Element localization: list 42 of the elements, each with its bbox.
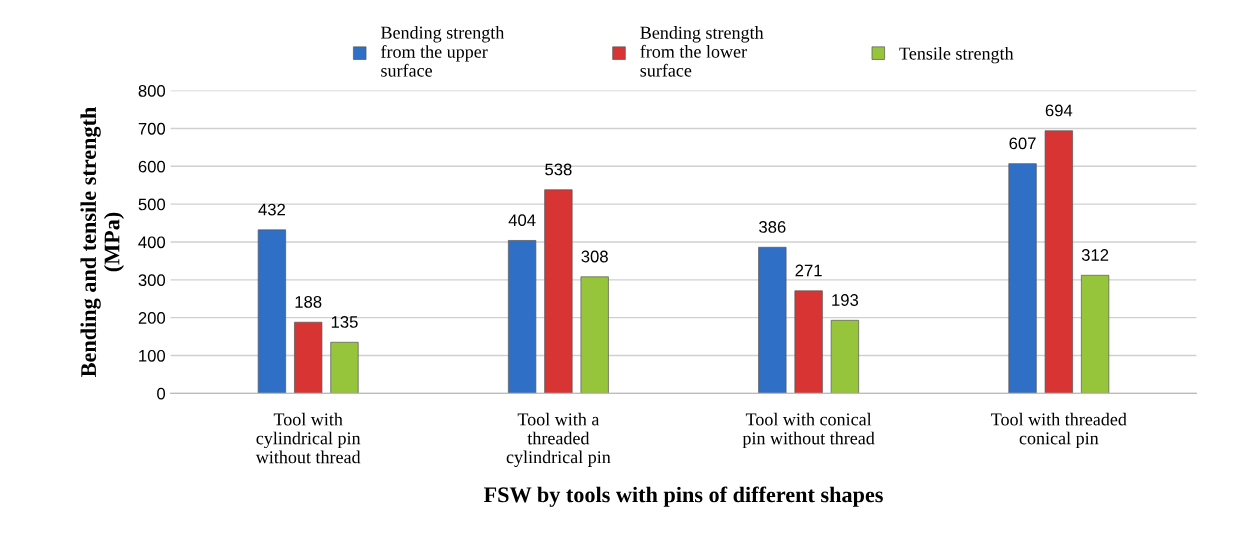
y-tick-label: 600 bbox=[138, 160, 166, 173]
data-label: 607 bbox=[1009, 137, 1036, 150]
bar bbox=[1044, 130, 1073, 394]
bar bbox=[830, 319, 860, 394]
data-label: 135 bbox=[331, 316, 358, 328]
data-label: 538 bbox=[545, 163, 572, 176]
data-label: 404 bbox=[508, 214, 536, 227]
y-axis-title: Bending and tensile strength (MPa) bbox=[80, 106, 125, 377]
y-tick-label: 500 bbox=[138, 198, 166, 211]
bar bbox=[1081, 274, 1110, 394]
x-tick-label: Tool with cylindrical pin without thread bbox=[255, 412, 361, 464]
bar bbox=[1008, 163, 1037, 394]
legend-label: Bending strength from the lower surface bbox=[640, 26, 764, 77]
legend-label: Tensile strength bbox=[899, 46, 1014, 64]
x-tick-label: Tool with a threaded cylindrical pin bbox=[506, 412, 611, 467]
y-tick-label: 700 bbox=[138, 122, 166, 135]
bar bbox=[758, 246, 787, 394]
y-tick-label: 300 bbox=[138, 274, 166, 287]
data-label: 386 bbox=[759, 221, 786, 233]
y-tick-label: 0 bbox=[157, 387, 166, 400]
data-label: 188 bbox=[295, 296, 322, 308]
x-tick-label: Tool with conical pin without thread bbox=[742, 412, 875, 449]
data-label: 694 bbox=[1045, 104, 1073, 117]
y-tick-label: 400 bbox=[138, 236, 166, 249]
bar bbox=[330, 341, 359, 394]
y-tick-label: 100 bbox=[139, 349, 166, 362]
x-tick-label: Tool with threaded conical pin bbox=[991, 412, 1127, 449]
x-axis-title: FSW by tools with pins of different shapes bbox=[483, 486, 883, 507]
y-tick-label: 800 bbox=[138, 85, 166, 97]
bar bbox=[794, 290, 823, 394]
data-label: 271 bbox=[795, 264, 822, 277]
bar bbox=[294, 321, 323, 394]
data-label: 432 bbox=[258, 203, 285, 216]
data-label: 312 bbox=[1081, 249, 1109, 261]
bar bbox=[257, 229, 287, 394]
legend-label: Bending strength from the upper surface bbox=[381, 26, 505, 77]
bar bbox=[544, 189, 573, 394]
y-tick-label: 200 bbox=[138, 312, 166, 324]
data-label: 193 bbox=[832, 294, 859, 306]
bar bbox=[508, 240, 537, 394]
bar bbox=[580, 276, 609, 394]
data-label: 308 bbox=[581, 250, 608, 263]
